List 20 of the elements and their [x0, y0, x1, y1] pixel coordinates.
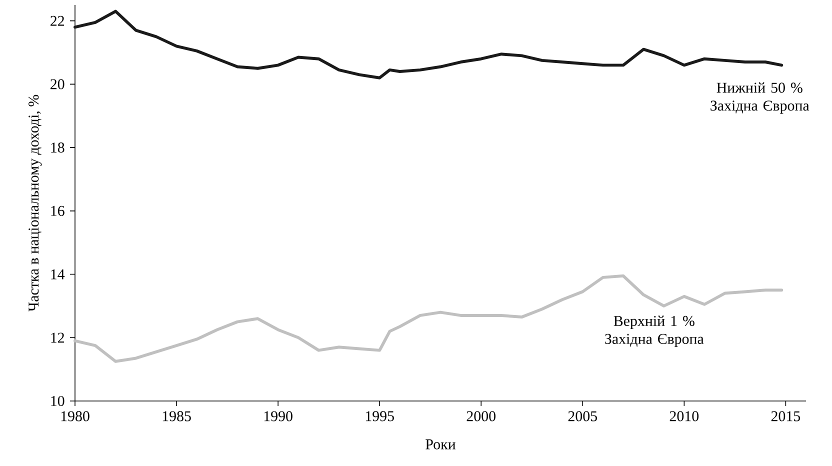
y-axis-title: Частка в національному доході, %	[28, 94, 42, 312]
y-tick-label: 22	[50, 16, 64, 26]
y-tick-label: 16	[51, 206, 64, 216]
x-tick-label: 2000	[466, 411, 496, 422]
y-tick-label: 14	[51, 269, 65, 280]
y-tick-label: 10	[51, 396, 64, 406]
x-tick-label: 2015	[771, 411, 800, 422]
x-tick-label: 2005	[568, 411, 598, 422]
y-tick-label: 18	[51, 142, 64, 153]
x-tick-label: 1985	[162, 411, 191, 422]
x-tick-label: 1995	[366, 411, 394, 422]
y-tick-label: 20	[50, 79, 64, 90]
x-tick-label: 1990	[264, 411, 292, 422]
line-series	[74, 10, 784, 80]
series-label: Нижній 50 % Західна Європа	[710, 82, 810, 114]
x-axis-title: Роки	[426, 439, 456, 450]
x-tick-label: 1980	[61, 411, 90, 422]
y-tick-label: 12	[51, 332, 64, 343]
series-label: Верхній 1 % Західна Європа	[605, 316, 704, 347]
x-tick-label: 2010	[670, 411, 699, 422]
